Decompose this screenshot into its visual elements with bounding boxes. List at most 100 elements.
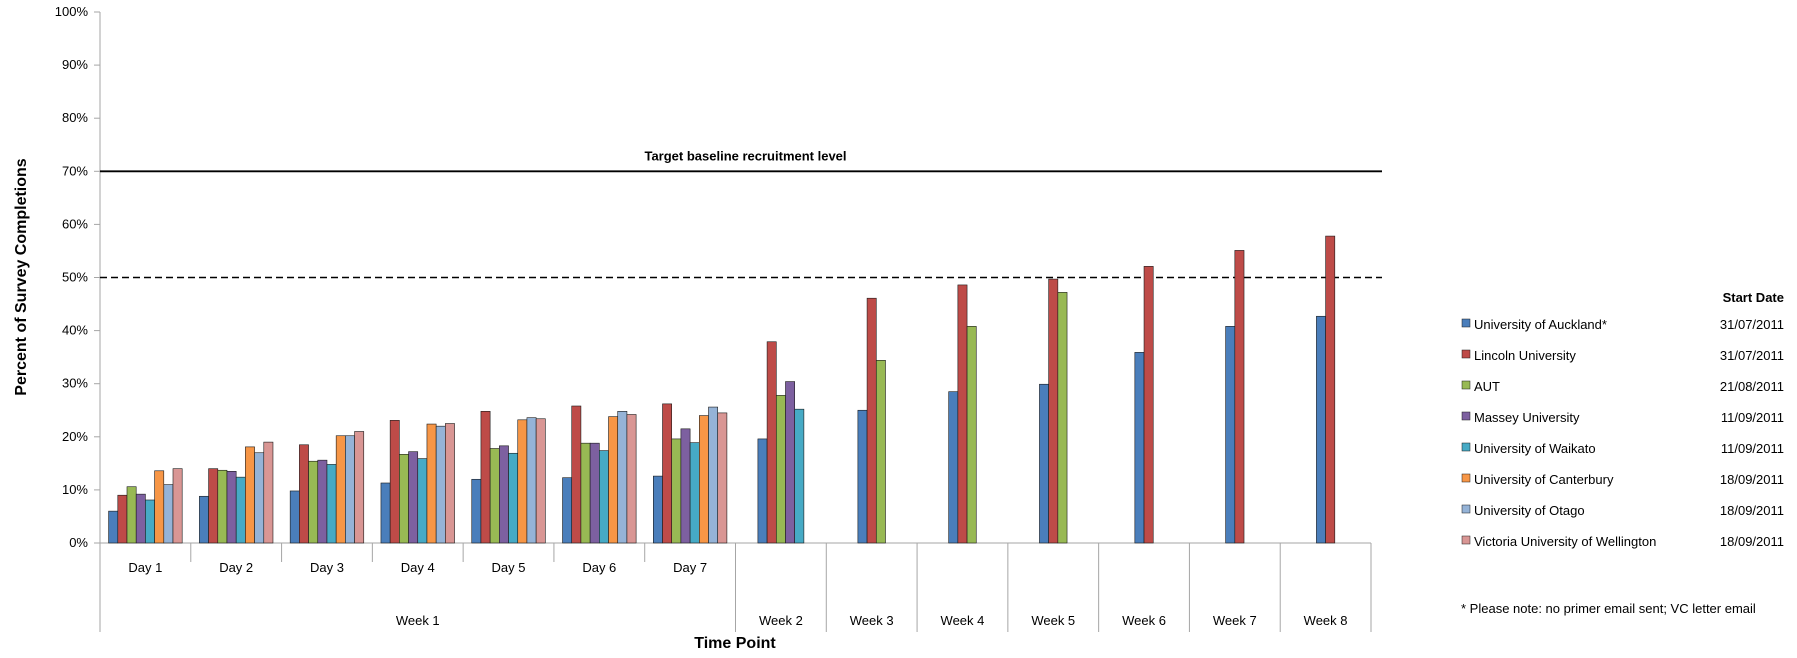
bars bbox=[108, 235, 1336, 544]
bar bbox=[117, 494, 128, 544]
bar bbox=[699, 415, 709, 544]
bar bbox=[380, 482, 391, 544]
bar bbox=[1057, 292, 1068, 544]
bar bbox=[163, 484, 174, 544]
bar bbox=[226, 471, 237, 544]
bar bbox=[145, 499, 155, 544]
bar bbox=[172, 468, 183, 544]
bar bbox=[599, 450, 609, 544]
legend-swatch bbox=[1461, 504, 1471, 514]
bar bbox=[1039, 383, 1049, 544]
y-tick-label: 60% bbox=[62, 216, 88, 231]
legend-label: University of Otago bbox=[1474, 503, 1585, 518]
x-category-label: Day 6 bbox=[582, 560, 616, 575]
bar bbox=[757, 438, 768, 544]
bar bbox=[354, 431, 365, 544]
bar bbox=[480, 411, 491, 544]
bar bbox=[966, 326, 977, 544]
bar bbox=[526, 417, 537, 544]
bar bbox=[794, 408, 805, 544]
legend-label: University of Canterbury bbox=[1474, 472, 1614, 487]
legend-swatch bbox=[1461, 380, 1471, 390]
bar bbox=[335, 435, 346, 544]
bar bbox=[263, 441, 274, 544]
legend: Start Date University of Auckland* 31/07/… bbox=[1461, 290, 1784, 549]
bar bbox=[562, 477, 573, 544]
y-axis-title: Percent of Survey Completions bbox=[13, 158, 30, 395]
legend-label: AUT bbox=[1474, 379, 1500, 394]
bar bbox=[1234, 250, 1245, 544]
bar bbox=[299, 444, 309, 544]
legend-start-date: 31/07/2011 bbox=[1720, 348, 1784, 363]
bar bbox=[1048, 278, 1059, 544]
bar bbox=[617, 411, 628, 544]
bar bbox=[489, 448, 500, 544]
x-category-label: Week 8 bbox=[1304, 613, 1348, 628]
legend-label: University of Auckland* bbox=[1474, 317, 1607, 332]
bar bbox=[426, 423, 437, 544]
bar bbox=[199, 495, 209, 544]
y-tick-label: 70% bbox=[62, 163, 88, 178]
bar bbox=[957, 284, 968, 544]
bar bbox=[508, 452, 519, 544]
legend-label: Massey University bbox=[1474, 410, 1580, 425]
x-category-label: Day 4 bbox=[401, 560, 435, 575]
bar bbox=[1134, 352, 1145, 544]
bar bbox=[535, 418, 546, 544]
bar bbox=[445, 423, 455, 544]
bar bbox=[785, 381, 795, 544]
x-axis-title: Time Point bbox=[694, 635, 776, 652]
bar bbox=[875, 360, 886, 544]
legend-start-date: 18/09/2011 bbox=[1720, 534, 1784, 549]
bar bbox=[866, 297, 877, 544]
bar bbox=[317, 459, 328, 544]
bar bbox=[326, 464, 337, 544]
bar bbox=[1316, 315, 1326, 544]
y-tick-label: 90% bbox=[62, 57, 88, 72]
y-tick-label: 0% bbox=[69, 535, 88, 550]
legend-label: Lincoln University bbox=[1474, 348, 1576, 363]
bar bbox=[135, 493, 146, 544]
bar bbox=[608, 416, 619, 544]
legend-start-date: 18/09/2011 bbox=[1720, 503, 1784, 518]
legend-swatch bbox=[1461, 535, 1471, 545]
bar bbox=[948, 391, 959, 544]
x-category-label: Week 7 bbox=[1213, 613, 1257, 628]
bar bbox=[580, 442, 591, 544]
x-category-label: Day 5 bbox=[492, 560, 526, 575]
footnote: * Please note: no primer email sent; VC … bbox=[1461, 601, 1756, 616]
bar bbox=[671, 438, 682, 544]
bar bbox=[766, 341, 777, 544]
bar bbox=[345, 435, 355, 544]
legend-swatch bbox=[1461, 473, 1471, 483]
bar bbox=[717, 412, 728, 544]
y-tick-label: 20% bbox=[62, 429, 88, 444]
bar bbox=[571, 405, 582, 544]
bar bbox=[308, 460, 319, 544]
legend-start-date: 11/09/2011 bbox=[1721, 410, 1784, 425]
bar bbox=[289, 490, 300, 544]
x-category-label: Week 4 bbox=[941, 613, 985, 628]
x-category-label: Week 6 bbox=[1122, 613, 1166, 628]
y-tick-label: 50% bbox=[62, 270, 88, 285]
bar bbox=[680, 428, 691, 544]
x-category-label: Day 7 bbox=[673, 560, 707, 575]
bar bbox=[626, 414, 637, 544]
bar bbox=[857, 409, 868, 544]
x-category-label: Day 2 bbox=[219, 560, 253, 575]
legend-start-date: 18/09/2011 bbox=[1720, 472, 1784, 487]
legend-start-date: 21/08/2011 bbox=[1720, 379, 1784, 394]
legend-label: University of Waikato bbox=[1474, 441, 1596, 456]
bar bbox=[417, 458, 428, 544]
x-group-label: Week 1 bbox=[396, 613, 440, 628]
bar bbox=[389, 420, 400, 544]
legend-label: Victoria University of Wellington bbox=[1474, 534, 1656, 549]
target-line-label: Target baseline recruitment level bbox=[644, 148, 846, 163]
y-tick-label: 10% bbox=[62, 482, 88, 497]
bar bbox=[662, 403, 673, 544]
y-tick-label: 40% bbox=[62, 323, 88, 338]
legend-start-date: 11/09/2011 bbox=[1721, 441, 1784, 456]
bar bbox=[517, 419, 528, 544]
x-category-label: Week 2 bbox=[759, 613, 803, 628]
